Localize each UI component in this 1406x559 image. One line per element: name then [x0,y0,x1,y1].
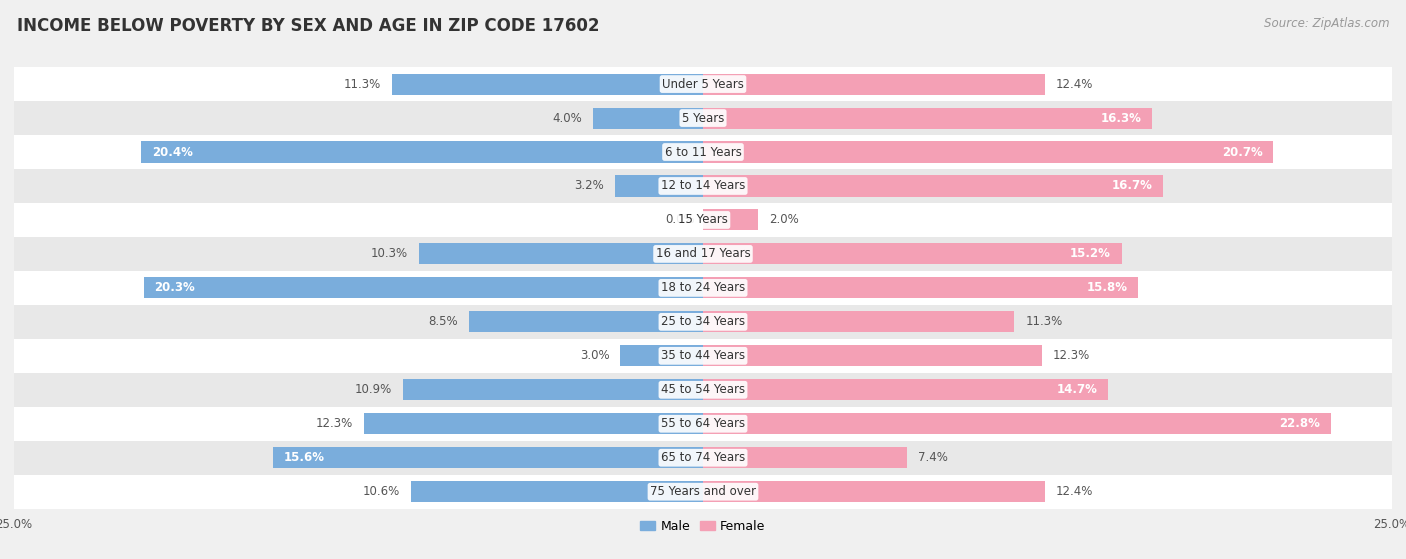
Text: 22.8%: 22.8% [1279,417,1320,430]
Bar [703,413,1331,434]
Text: 12.4%: 12.4% [1056,485,1092,498]
Text: 0.0%: 0.0% [665,214,695,226]
Text: 25 to 34 Years: 25 to 34 Years [661,315,745,328]
Bar [402,379,703,400]
Text: 35 to 44 Years: 35 to 44 Years [661,349,745,362]
Bar [14,237,1392,271]
Text: 7.4%: 7.4% [918,451,948,464]
Text: 10.9%: 10.9% [354,383,392,396]
Text: 3.2%: 3.2% [574,179,603,192]
Bar [703,447,907,468]
Bar [468,311,703,333]
Bar [143,277,703,299]
Bar [14,373,1392,407]
Bar [703,243,1122,264]
Text: 12.4%: 12.4% [1056,78,1092,91]
Bar [703,311,1014,333]
Text: 15 Years: 15 Years [678,214,728,226]
Bar [14,305,1392,339]
Bar [14,101,1392,135]
Bar [703,345,1042,366]
Bar [620,345,703,366]
Text: 10.3%: 10.3% [371,248,408,260]
Legend: Male, Female: Male, Female [636,515,770,538]
Bar [419,243,703,264]
Bar [703,210,758,230]
Text: 16.7%: 16.7% [1111,179,1152,192]
Text: 15.2%: 15.2% [1070,248,1111,260]
Bar [364,413,703,434]
Text: 15.8%: 15.8% [1087,281,1128,295]
Text: 20.4%: 20.4% [152,145,193,159]
Bar [14,169,1392,203]
Bar [703,277,1139,299]
Text: 3.0%: 3.0% [579,349,609,362]
Bar [703,379,1108,400]
Text: 10.6%: 10.6% [363,485,399,498]
Bar [392,74,703,94]
Bar [273,447,703,468]
Text: 11.3%: 11.3% [343,78,381,91]
Bar [703,141,1274,163]
Bar [411,481,703,502]
Text: 18 to 24 Years: 18 to 24 Years [661,281,745,295]
Text: 55 to 64 Years: 55 to 64 Years [661,417,745,430]
Bar [14,407,1392,440]
Text: 20.7%: 20.7% [1222,145,1263,159]
Bar [614,176,703,197]
Text: 4.0%: 4.0% [553,112,582,125]
Text: 75 Years and over: 75 Years and over [650,485,756,498]
Text: 12.3%: 12.3% [1053,349,1090,362]
Text: 12 to 14 Years: 12 to 14 Years [661,179,745,192]
Text: 2.0%: 2.0% [769,214,799,226]
Text: Under 5 Years: Under 5 Years [662,78,744,91]
Text: 16 and 17 Years: 16 and 17 Years [655,248,751,260]
Bar [14,475,1392,509]
Bar [14,440,1392,475]
Text: 12.3%: 12.3% [316,417,353,430]
Text: 20.3%: 20.3% [155,281,195,295]
Bar [14,203,1392,237]
Bar [593,107,703,129]
Bar [703,176,1163,197]
Text: 65 to 74 Years: 65 to 74 Years [661,451,745,464]
Bar [14,339,1392,373]
Text: 45 to 54 Years: 45 to 54 Years [661,383,745,396]
Text: 16.3%: 16.3% [1101,112,1142,125]
Bar [703,481,1045,502]
Bar [14,67,1392,101]
Text: 6 to 11 Years: 6 to 11 Years [665,145,741,159]
Text: 14.7%: 14.7% [1056,383,1097,396]
Text: 11.3%: 11.3% [1025,315,1063,328]
Bar [141,141,703,163]
Bar [14,271,1392,305]
Text: INCOME BELOW POVERTY BY SEX AND AGE IN ZIP CODE 17602: INCOME BELOW POVERTY BY SEX AND AGE IN Z… [17,17,599,35]
Bar [14,135,1392,169]
Bar [703,74,1045,94]
Text: Source: ZipAtlas.com: Source: ZipAtlas.com [1264,17,1389,30]
Bar [703,107,1152,129]
Text: 8.5%: 8.5% [427,315,458,328]
Text: 5 Years: 5 Years [682,112,724,125]
Text: 15.6%: 15.6% [284,451,325,464]
